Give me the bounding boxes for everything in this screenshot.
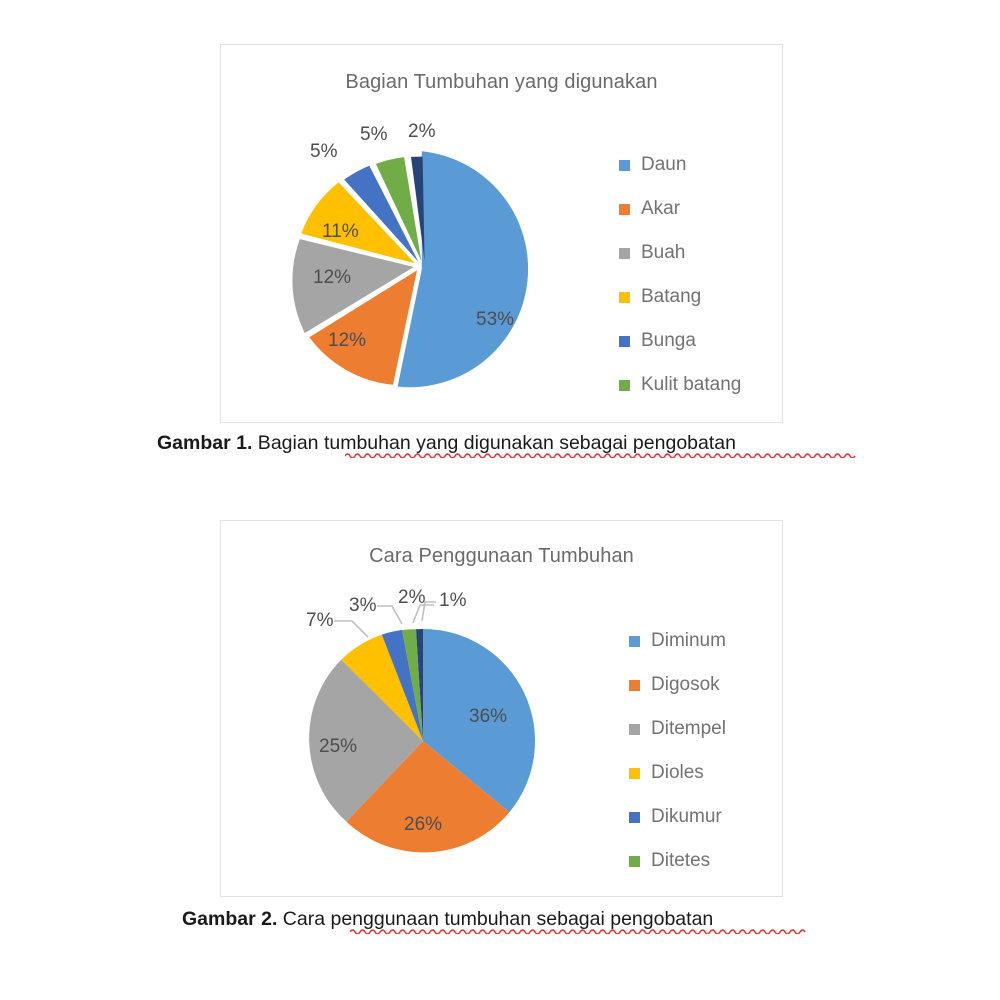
pie-2-leader-dioles: [334, 620, 369, 638]
pie-1-slice-batang: [301, 182, 415, 264]
legend-label-dioles: Dioles: [651, 762, 704, 783]
pie-2-label-other: 1%: [439, 590, 467, 611]
pie-2-slice-ditetes: [402, 629, 423, 741]
legend-item-ditempel[interactable]: Ditempel: [629, 707, 726, 751]
legend-swatch-digosok: [629, 679, 640, 691]
chart-2-pie: [309, 601, 536, 853]
legend-item-dioles[interactable]: Dioles: [629, 751, 726, 795]
pie-1-label-kulit-batang: 5%: [360, 124, 388, 145]
legend-label-akar: Akar: [641, 198, 681, 219]
pie-1-slice-buah: [292, 239, 414, 333]
pie-2-label-dikumur: 3%: [349, 595, 377, 616]
legend-swatch-buah: [619, 247, 630, 259]
legend-swatch-dioles: [629, 767, 640, 779]
legend-item-diminum[interactable]: Diminum: [629, 619, 726, 663]
legend-item-kulit-batang[interactable]: Kulit batang: [619, 363, 741, 407]
legend-swatch-dikumur: [629, 811, 640, 823]
chart-2-frame[interactable]: Cara Penggunaan Tumbuhan 36% 26%: [220, 520, 783, 897]
legend-swatch-ditempel: [629, 723, 640, 735]
legend-item-bunga[interactable]: Bunga: [619, 319, 741, 363]
chart-1-frame[interactable]: Bagian Tumbuhan yang digunakan 53% 12% 1…: [220, 44, 783, 423]
pie-1-label-other: 2%: [408, 121, 436, 142]
figure-2-caption-prefix: Gambar 2.: [182, 908, 278, 930]
legend-label-buah: Buah: [641, 242, 686, 263]
chart-1-pie: [292, 151, 529, 388]
chart-2-title: Cara Penggunaan Tumbuhan: [369, 545, 634, 567]
legend-item-dikumur[interactable]: Dikumur: [629, 795, 726, 839]
legend-swatch-bunga: [619, 335, 630, 347]
legend-swatch-daun: [619, 159, 630, 171]
legend-swatch-akar: [619, 203, 630, 215]
pie-2-label-diminum: 36%: [469, 706, 508, 727]
pie-1-slice-akar: [309, 270, 417, 385]
legend-label-ditetes: Ditetes: [651, 850, 711, 871]
pie-1-slice-kulit-batang: [375, 157, 422, 261]
legend-label-ditempel: Ditempel: [651, 718, 726, 739]
pie-1-label-buah: 12%: [313, 267, 352, 288]
legend-item-ditetes[interactable]: Ditetes: [629, 839, 726, 883]
legend-item-buah[interactable]: Buah: [619, 231, 741, 275]
pie-2-slice-dioles: [341, 634, 423, 741]
legend-label-diminum: Diminum: [651, 630, 726, 651]
pie-2-label-ditempel: 25%: [319, 736, 358, 757]
legend-label-digosok: Digosok: [651, 674, 720, 695]
pie-1-slice-other: [411, 156, 425, 261]
figure-1-caption-text: Bagian tumbuhan yang digunakan sebagai p…: [252, 432, 736, 454]
figure-2-caption-text: Cara penggunaan tumbuhan sebagai pengoba…: [277, 908, 714, 930]
figure-2-caption: Gambar 2. Cara penggunaan tumbuhan sebag…: [182, 908, 713, 931]
chart-2-legend: Diminum Digosok Ditempel Dioles Dikumur …: [629, 619, 726, 883]
pie-2-slice-other: [416, 628, 423, 741]
figure-1-caption: Gambar 1. Bagian tumbuhan yang digunakan…: [157, 432, 736, 455]
pie-2-leader-dikumur: [377, 605, 403, 625]
pie-2-slice-ditempel: [309, 659, 423, 822]
legend-label-bunga: Bunga: [641, 330, 696, 351]
chart-1-title: Bagian Tumbuhan yang digunakan: [345, 71, 658, 93]
pie-2-slice-diminum: [423, 629, 536, 813]
legend-label-batang: Batang: [641, 286, 702, 307]
pie-2-leader-ditetes: [412, 604, 434, 624]
legend-swatch-ditetes: [629, 855, 640, 867]
pie-1-label-bunga: 5%: [310, 141, 338, 162]
pie-1-label-batang: 11%: [322, 221, 359, 242]
pie-1-label-akar: 12%: [328, 330, 367, 351]
legend-item-daun[interactable]: Daun: [619, 143, 741, 187]
pie-2-label-digosok: 26%: [404, 814, 443, 835]
legend-item-akar[interactable]: Akar: [619, 187, 741, 231]
legend-swatch-batang: [619, 291, 630, 303]
legend-label-daun: Daun: [641, 154, 687, 175]
pie-2-label-ditetes: 2%: [398, 587, 426, 608]
pie-2-slice-digosok: [346, 741, 510, 853]
legend-swatch-diminum: [629, 635, 640, 647]
pie-1-label-daun: 53%: [476, 309, 515, 330]
pie-1-slice-bunga: [344, 165, 419, 262]
chart-1-legend: Daun Akar Buah Batang Bunga Kulit batang: [619, 143, 741, 407]
pie-2-leader-other: [421, 601, 436, 622]
legend-label-kulit-batang: Kulit batang: [641, 374, 742, 395]
legend-swatch-kulit-batang: [619, 379, 630, 391]
legend-label-dikumur: Dikumur: [651, 806, 722, 827]
pie-1-slice-daun: [397, 151, 529, 388]
legend-item-batang[interactable]: Batang: [619, 275, 741, 319]
pie-2-slice-dikumur: [381, 630, 423, 741]
figure-1-caption-prefix: Gambar 1.: [157, 432, 253, 454]
legend-item-digosok[interactable]: Digosok: [629, 663, 726, 707]
pie-2-label-dioles: 7%: [306, 610, 334, 631]
